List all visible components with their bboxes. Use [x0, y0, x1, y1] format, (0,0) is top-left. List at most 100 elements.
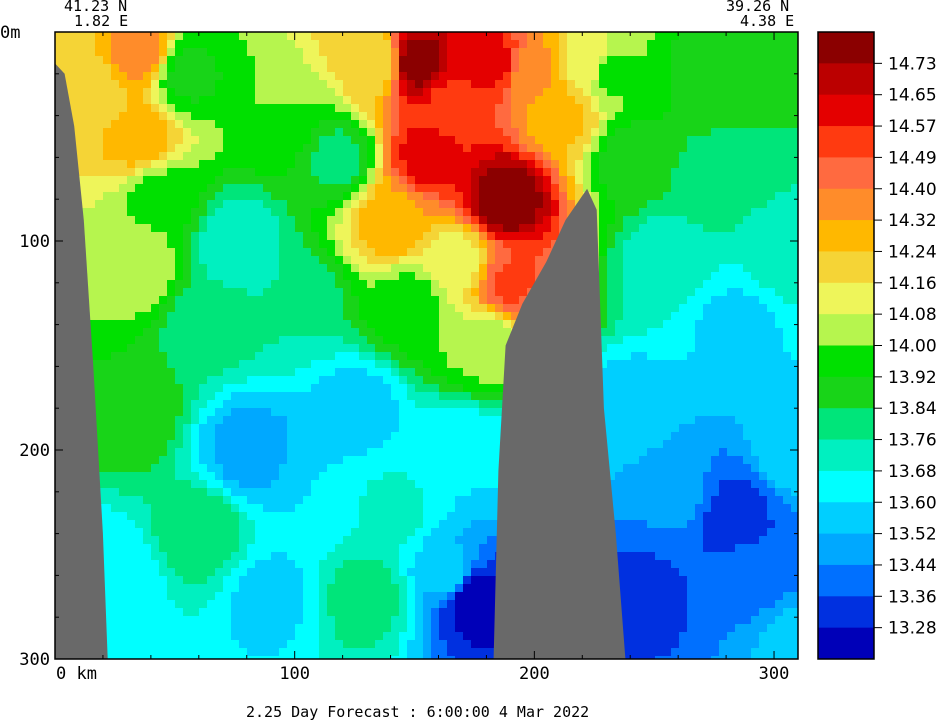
field-cell [415, 96, 424, 105]
field-cell [631, 400, 640, 409]
field-cell [479, 264, 488, 273]
field-cell [423, 72, 432, 81]
field-cell [575, 112, 584, 121]
field-cell [367, 296, 376, 305]
field-cell [95, 288, 104, 297]
field-cell [695, 128, 704, 137]
field-cell [647, 336, 656, 345]
field-cell [791, 184, 798, 193]
field-cell [143, 328, 152, 337]
field-cell [687, 416, 696, 425]
field-cell [111, 104, 120, 113]
field-cell [759, 392, 768, 401]
field-cell [319, 56, 328, 65]
field-cell [335, 240, 344, 249]
field-cell [335, 32, 344, 41]
field-cell [95, 280, 104, 289]
field-cell [383, 400, 392, 409]
field-cell [167, 176, 176, 185]
field-cell [295, 296, 304, 305]
field-cell [767, 440, 776, 449]
field-cell [279, 360, 288, 369]
field-cell [639, 152, 648, 161]
field-cell [607, 80, 616, 89]
field-cell [487, 248, 496, 257]
field-cell [375, 96, 384, 105]
field-cell [511, 64, 520, 73]
field-cell [191, 344, 200, 353]
field-cell [791, 384, 798, 393]
field-cell [279, 176, 288, 185]
field-cell [727, 200, 736, 209]
field-cell [423, 304, 432, 313]
field-cell [151, 168, 160, 177]
field-cell [751, 368, 760, 377]
field-cell [95, 48, 104, 57]
field-cell [223, 56, 232, 65]
field-cell [647, 352, 656, 361]
field-cell [727, 288, 736, 297]
field-cell [119, 200, 128, 209]
field-cell [711, 208, 720, 217]
field-cell [95, 416, 104, 425]
field-cell [375, 424, 384, 433]
field-cell [711, 248, 720, 257]
field-cell [439, 432, 448, 441]
field-cell [271, 144, 280, 153]
field-cell [367, 304, 376, 313]
field-cell [119, 424, 128, 433]
field-cell [631, 192, 640, 201]
field-cell [295, 208, 304, 217]
field-cell [263, 296, 272, 305]
field-cell [375, 328, 384, 337]
field-cell [679, 336, 688, 345]
field-cell [479, 120, 488, 129]
field-cell [183, 256, 192, 265]
field-cell [255, 360, 264, 369]
field-cell [367, 400, 376, 409]
field-cell [487, 88, 496, 97]
field-cell [399, 200, 408, 209]
field-cell [255, 72, 264, 81]
field-cell [167, 40, 176, 49]
field-cell [175, 224, 184, 233]
field-cell [551, 200, 560, 209]
field-cell [119, 336, 128, 345]
field-cell [671, 280, 680, 289]
field-cell [335, 304, 344, 313]
field-cell [655, 96, 664, 105]
field-cell [327, 176, 336, 185]
field-cell [167, 152, 176, 161]
field-cell [327, 48, 336, 57]
field-cell [655, 40, 664, 49]
field-cell [159, 280, 168, 289]
field-cell [119, 32, 128, 41]
field-cell [479, 280, 488, 289]
field-cell [655, 432, 664, 441]
field-cell [327, 232, 336, 241]
field-cell [559, 64, 568, 73]
field-cell [663, 216, 672, 225]
field-cell [415, 216, 424, 225]
field-cell [255, 128, 264, 137]
field-cell [463, 336, 472, 345]
field-cell [439, 424, 448, 433]
field-cell [591, 192, 600, 201]
field-cell [495, 304, 504, 313]
field-cell [287, 248, 296, 257]
field-cell [695, 200, 704, 209]
field-cell [79, 152, 88, 161]
field-cell [631, 264, 640, 273]
field-cell [783, 64, 792, 73]
field-cell [775, 168, 784, 177]
field-cell [775, 416, 784, 425]
field-cell [167, 48, 176, 57]
field-cell [159, 120, 168, 129]
field-cell [95, 424, 104, 433]
field-cell [503, 136, 512, 145]
field-cell [487, 168, 496, 177]
field-cell [759, 64, 768, 73]
field-cell [351, 232, 360, 241]
field-cell [319, 104, 328, 113]
field-cell [775, 320, 784, 329]
